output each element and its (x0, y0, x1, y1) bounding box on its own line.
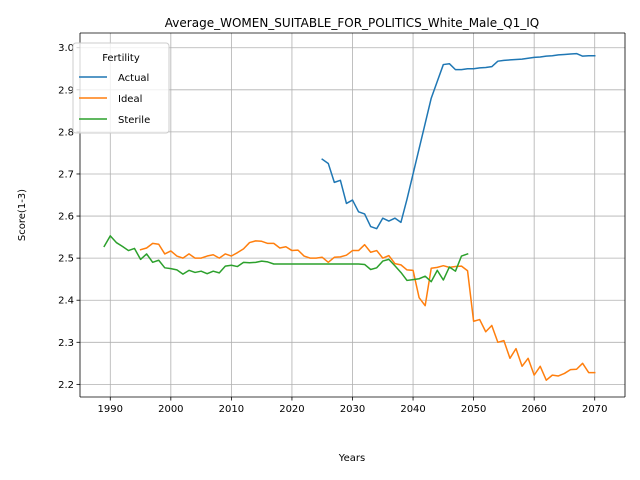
series-lines (103, 52, 596, 381)
x-tick-label: 1990 (98, 404, 123, 415)
y-tick-label: 2.2 (58, 380, 74, 391)
x-axis-ticks: 1990 2000 2010 2020 2030 2040 2050 2060 2070 (98, 397, 607, 415)
y-tick-label: 2.5 (58, 254, 74, 265)
y-tick-label: 3.0 (58, 43, 74, 54)
x-tick-label: 2010 (219, 404, 244, 415)
y-axis-ticks: 2.2 2.3 2.4 2.5 2.6 2.7 2.8 2.9 3.0 (58, 43, 80, 391)
legend-box (72, 42, 170, 134)
x-tick-label: 2020 (279, 404, 304, 415)
y-tick-label: 2.4 (58, 296, 74, 307)
y-tick-label: 2.7 (58, 169, 74, 180)
x-tick-label: 2030 (340, 404, 365, 415)
x-tick-label: 2000 (158, 404, 183, 415)
y-tick-label: 2.3 (58, 338, 74, 349)
series-line-actual (321, 52, 596, 230)
y-axis-label: Score(1-3) (17, 189, 28, 241)
x-axis-label: Years (338, 453, 365, 464)
legend-label-actual: Actual (118, 73, 149, 84)
legend-label-sterile: Sterile (118, 115, 150, 126)
y-tick-label: 2.8 (58, 127, 74, 138)
chart-title: Average_WOMEN_SUITABLE_FOR_POLITICS_Whit… (165, 16, 539, 30)
x-tick-label: 2060 (521, 404, 546, 415)
legend-entries: Actual Ideal Sterile (79, 73, 150, 126)
series-line-sterile (103, 235, 469, 283)
x-tick-label: 2070 (582, 404, 607, 415)
gridlines (80, 33, 625, 397)
legend: Fertility Actual Ideal Sterile (72, 42, 170, 134)
y-tick-label: 2.6 (58, 212, 74, 223)
legend-label-ideal: Ideal (118, 94, 142, 105)
legend-title: Fertility (102, 53, 140, 64)
x-tick-label: 2050 (461, 404, 486, 415)
x-tick-label: 2040 (400, 404, 425, 415)
y-tick-label: 2.9 (58, 85, 74, 96)
series-line-ideal (139, 240, 596, 381)
